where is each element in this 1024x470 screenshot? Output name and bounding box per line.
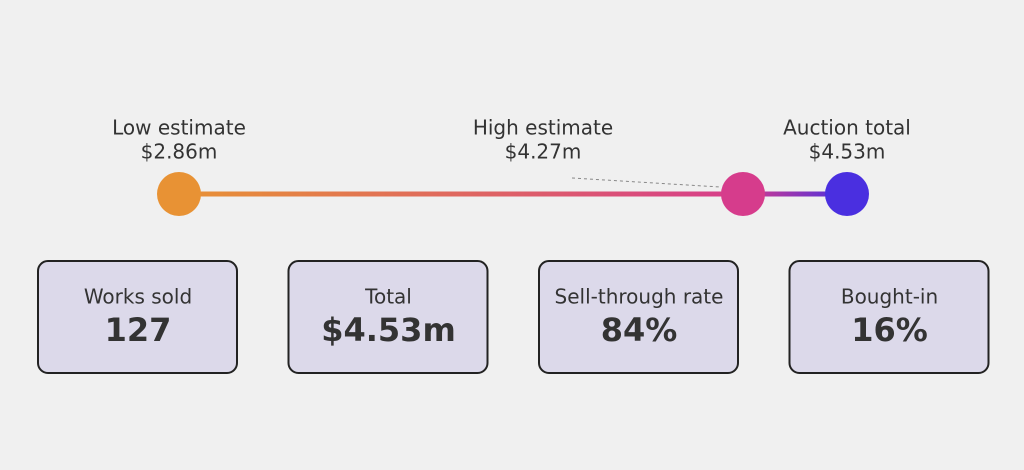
card-value: 127 xyxy=(105,311,172,349)
value-label: $4.27m xyxy=(505,140,582,164)
stat-card xyxy=(538,260,739,374)
leader-line xyxy=(571,177,721,188)
card-value: 84% xyxy=(601,311,678,349)
dot xyxy=(157,172,201,216)
card-label: Works sold xyxy=(84,285,192,309)
dot xyxy=(721,172,765,216)
card-label: Bought-in xyxy=(841,285,938,309)
point-label: Low estimate xyxy=(112,116,246,140)
dot xyxy=(825,172,869,216)
point-label: High estimate xyxy=(473,116,613,140)
point-label: Auction total xyxy=(783,116,911,140)
value-label: $4.53m xyxy=(809,140,886,164)
card-label: Sell-through rate xyxy=(555,285,724,309)
value-label: $2.86m xyxy=(141,140,218,164)
card-label: Total xyxy=(364,285,412,309)
stat-card xyxy=(788,260,990,374)
stat-card xyxy=(37,260,238,374)
stat-card xyxy=(287,260,489,374)
card-value: 16% xyxy=(851,311,928,349)
card-value: $4.53m xyxy=(321,311,456,349)
